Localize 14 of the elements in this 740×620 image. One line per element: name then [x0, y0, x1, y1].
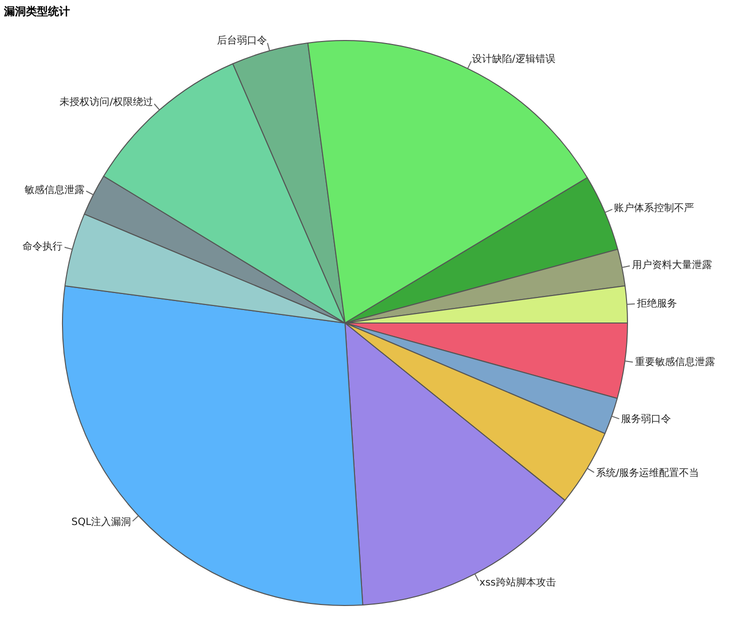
slice-label: 系统/服务运维配置不当 [596, 467, 700, 480]
slice-label: 敏感信息泄露 [24, 184, 84, 196]
chart-title: 漏洞类型统计 [4, 4, 70, 19]
slice-label: 后台弱口令 [216, 34, 267, 47]
slice-label: 重要敏感信息泄露 [634, 356, 715, 368]
slice-label: 未授权访问/权限绕过 [60, 96, 153, 108]
slice-label: 设计缺陷/逻辑错误 [472, 53, 556, 66]
slice-label: 命令执行 [22, 240, 63, 252]
slice-label: 账户体系控制不严 [614, 202, 694, 214]
slice-label: xss跨站脚本攻击 [479, 576, 556, 588]
slice-label: 用户资料大量泄露 [632, 259, 712, 272]
slice-label: SQL注入漏洞 [71, 516, 132, 528]
slice-label: 拒绝服务 [636, 297, 677, 310]
slice-label: 服务弱口令 [621, 413, 672, 426]
